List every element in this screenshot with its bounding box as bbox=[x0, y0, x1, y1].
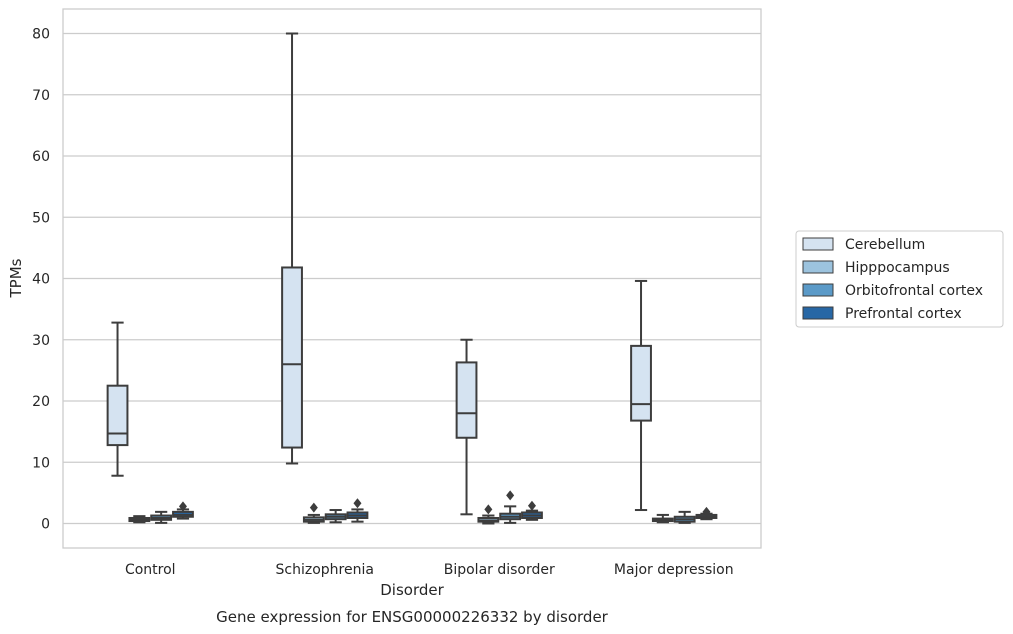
box-0-2 bbox=[455, 338, 478, 516]
legend-swatch bbox=[802, 237, 834, 251]
chart-title: Gene expression for ENSG00000226332 by d… bbox=[216, 608, 609, 626]
grid bbox=[63, 32, 761, 525]
outlier-point bbox=[484, 504, 493, 515]
y-tick-label: 20 bbox=[32, 394, 50, 410]
legend-label: Hipppocampus bbox=[845, 260, 950, 276]
x-tick-label: Schizophrenia bbox=[276, 562, 374, 578]
legend-item: Hipppocampus bbox=[802, 260, 950, 276]
box-2-3 bbox=[673, 510, 696, 524]
y-tick-label: 70 bbox=[32, 88, 50, 104]
outlier-point bbox=[527, 500, 536, 511]
legend-item: Cerebellum bbox=[802, 237, 925, 253]
legend-label: Prefrontal cortex bbox=[845, 306, 962, 322]
outlier-point bbox=[309, 502, 318, 513]
box-3-3 bbox=[695, 506, 718, 521]
boxes bbox=[106, 32, 718, 525]
box-2-1 bbox=[324, 509, 347, 524]
box-3-1 bbox=[346, 498, 369, 523]
y-axis-ticks: 0 10 20 30 40 50 60 70 80 bbox=[32, 27, 50, 533]
legend-item: Orbitofrontal cortex bbox=[802, 283, 983, 299]
x-tick-label: Control bbox=[125, 562, 176, 578]
y-tick-label: 50 bbox=[32, 210, 50, 226]
outlier-point bbox=[702, 506, 711, 517]
y-tick-label: 30 bbox=[32, 333, 50, 349]
box-0-1 bbox=[281, 32, 303, 465]
y-tick-label: 10 bbox=[32, 455, 50, 471]
box-2-0 bbox=[150, 510, 173, 524]
box-2-2 bbox=[499, 490, 522, 524]
y-tick-label: 60 bbox=[32, 149, 50, 165]
x-axis-label: Disorder bbox=[380, 581, 444, 599]
box-body bbox=[281, 266, 303, 449]
box-body bbox=[106, 384, 129, 447]
box-3-2 bbox=[521, 500, 543, 521]
box-1-3 bbox=[651, 513, 674, 524]
legend-swatch bbox=[802, 260, 834, 274]
box-0-0 bbox=[106, 321, 129, 477]
x-tick-label: Major depression bbox=[614, 562, 734, 578]
legend-frame bbox=[795, 230, 1004, 328]
box-1-2 bbox=[477, 504, 500, 525]
legend-swatch bbox=[802, 283, 834, 297]
legend-item: Prefrontal cortex bbox=[802, 306, 962, 322]
y-tick-label: 0 bbox=[41, 517, 50, 533]
y-axis-label: TPMs bbox=[7, 258, 25, 298]
box-body bbox=[630, 344, 652, 422]
outlier-point bbox=[178, 501, 187, 512]
plot-frame bbox=[62, 8, 762, 549]
y-tick-label: 80 bbox=[32, 27, 50, 43]
box-3-0 bbox=[172, 501, 194, 520]
legend-swatch bbox=[802, 306, 834, 320]
box-1-0 bbox=[128, 515, 151, 524]
x-tick-label: Bipolar disorder bbox=[444, 562, 555, 578]
legend-label: Orbitofrontal cortex bbox=[845, 283, 983, 299]
box-0-3 bbox=[630, 279, 652, 512]
outlier-point bbox=[353, 498, 362, 509]
legend: Cerebellum Hipppocampus Orbitofrontal cort… bbox=[795, 230, 1004, 328]
box-1-1 bbox=[302, 502, 325, 524]
box-body bbox=[455, 361, 478, 439]
outlier-point bbox=[506, 490, 515, 501]
y-tick-label: 40 bbox=[32, 272, 50, 288]
x-axis-ticks: Control Schizophrenia Bipolar disorder Majo… bbox=[125, 562, 734, 578]
legend-label: Cerebellum bbox=[845, 237, 925, 253]
